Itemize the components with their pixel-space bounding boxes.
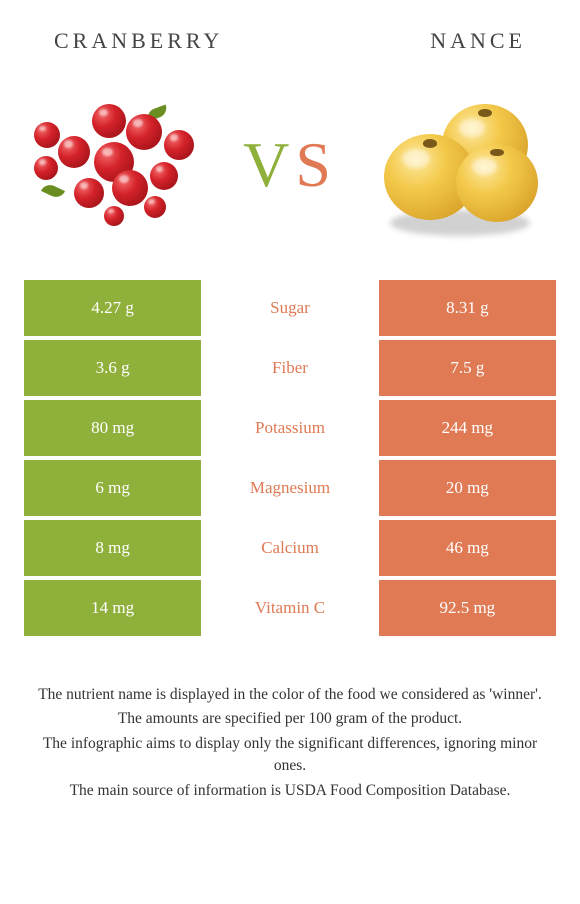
- table-row: 80 mgPotassium244 mg: [24, 400, 556, 456]
- nutrient-label: Fiber: [201, 340, 378, 396]
- right-value: 7.5 g: [379, 340, 556, 396]
- nance-image: [376, 90, 546, 240]
- nutrient-label: Vitamin C: [201, 580, 378, 636]
- vs-v: V: [243, 129, 295, 200]
- nutrient-label: Potassium: [201, 400, 378, 456]
- nutrient-label: Magnesium: [201, 460, 378, 516]
- note-line: The nutrient name is displayed in the co…: [28, 684, 552, 706]
- nutrient-label: Calcium: [201, 520, 378, 576]
- right-value: 92.5 mg: [379, 580, 556, 636]
- note-line: The main source of information is USDA F…: [28, 780, 552, 802]
- left-value: 6 mg: [24, 460, 201, 516]
- nutrient-label: Sugar: [201, 280, 378, 336]
- left-value: 80 mg: [24, 400, 201, 456]
- header: CRANBERRY NANCE: [24, 28, 556, 62]
- vs-s: S: [295, 129, 337, 200]
- table-row: 4.27 gSugar8.31 g: [24, 280, 556, 336]
- right-value: 244 mg: [379, 400, 556, 456]
- left-value: 8 mg: [24, 520, 201, 576]
- note-line: The amounts are specified per 100 gram o…: [28, 708, 552, 730]
- comparison-table: 4.27 gSugar8.31 g3.6 gFiber7.5 g80 mgPot…: [24, 280, 556, 636]
- table-row: 3.6 gFiber7.5 g: [24, 340, 556, 396]
- right-value: 8.31 g: [379, 280, 556, 336]
- table-row: 6 mgMagnesium20 mg: [24, 460, 556, 516]
- note-line: The infographic aims to display only the…: [28, 733, 552, 778]
- left-value: 14 mg: [24, 580, 201, 636]
- footnotes: The nutrient name is displayed in the co…: [24, 684, 556, 802]
- vs-label: VS: [243, 133, 337, 197]
- images-row: VS: [24, 90, 556, 240]
- right-value: 46 mg: [379, 520, 556, 576]
- left-value: 4.27 g: [24, 280, 201, 336]
- left-title: CRANBERRY: [54, 28, 223, 54]
- right-value: 20 mg: [379, 460, 556, 516]
- cranberry-image: [34, 90, 204, 240]
- left-value: 3.6 g: [24, 340, 201, 396]
- table-row: 14 mgVitamin C92.5 mg: [24, 580, 556, 636]
- infographic: CRANBERRY NANCE VS: [0, 0, 580, 824]
- right-title: NANCE: [430, 28, 526, 54]
- table-row: 8 mgCalcium46 mg: [24, 520, 556, 576]
